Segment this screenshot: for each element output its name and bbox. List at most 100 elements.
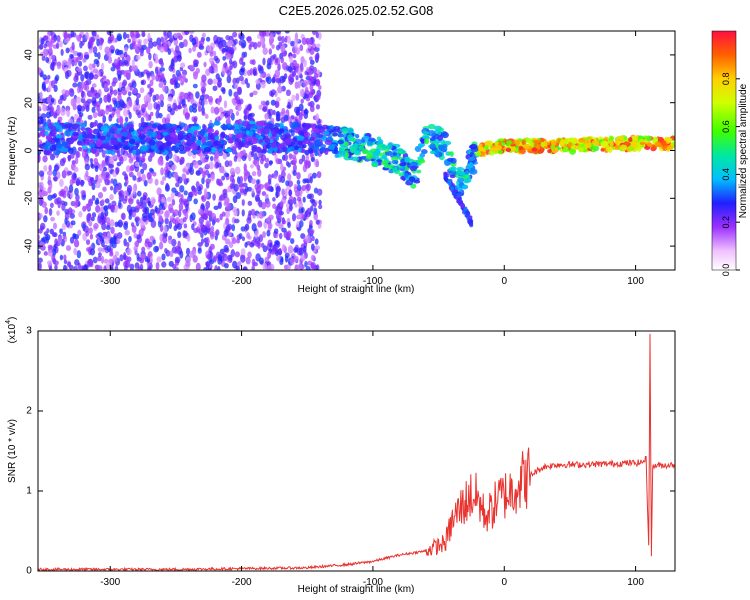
spectrogram-cell [314,158,320,168]
spectrogram-cell [203,267,208,270]
spectrogram-cell [238,233,243,240]
spectrogram-cell [350,137,356,142]
spectrogram-cell [381,159,390,164]
spectrogram-cell [155,66,159,75]
spectrogram-cell [164,210,170,219]
spectrogram-cell [92,111,98,119]
spectrogram-cell [313,207,318,215]
spectrogram-cell [133,232,138,239]
spectrogram-cell [237,118,243,125]
spectrogram-cell [540,141,545,148]
spectrogram-cell [309,219,313,226]
spectrogram-cell [69,178,74,186]
spectrogram-cell [278,232,283,240]
spectrogram-cell [140,71,145,77]
spectrogram-cell [260,242,265,248]
spectrogram-cell [295,109,300,117]
spectrogram-cell [509,146,517,152]
spectrogram-cell [133,65,139,72]
spectrogram-cell [391,159,399,165]
spectrogram-cell [268,160,274,165]
spectrogram-cell [109,185,114,191]
spectrogram-cell [236,86,242,94]
spectrogram-cell [57,236,63,244]
spectrogram-cell [134,262,140,269]
spectrogram-cell [261,191,267,197]
spectrogram-cell [450,166,457,172]
snr-y-multiplier-base: (x10 [7,323,18,343]
spectrogram-cell [243,188,248,195]
spectrogram-cell [245,256,251,265]
spectrogram-cell [105,225,111,230]
spectrogram-cell [164,247,168,254]
spectrogram-cell [54,76,58,84]
spectrogram-cell [109,85,113,93]
spectrogram-cell [201,111,206,116]
spectrogram-cell [297,130,304,136]
spectrogram-cell [135,267,139,270]
spectrogram-cell [234,82,239,90]
spectrogram-cell [272,54,277,60]
figure-title: C2E5.2026.025.02.52.G08 [279,3,434,18]
spectrogram-cell [44,130,49,137]
spectrogram-cell [143,69,149,74]
spectrogram-cell [227,254,233,261]
spectrogram-cell [56,143,63,149]
snr-series-line [38,333,675,571]
spectrogram-cell [159,67,165,72]
spectrogram-cell [254,183,260,191]
spectrogram-cell [177,231,182,239]
spectrogram-x-tick-label: -100 [363,276,383,287]
spectrogram-cell [314,152,320,156]
spectrogram-cell [203,146,212,153]
spectrogram-cell [250,178,257,185]
spectrogram-cell [38,228,43,234]
spectrogram-cell [167,170,173,179]
spectrogram-cell [250,151,254,158]
spectrogram-cell [437,135,444,141]
spectrogram-cell [116,124,122,129]
spectrogram-cell [232,260,238,269]
spectrogram-cell [428,130,436,137]
spectrogram-cell [265,144,272,149]
spectrogram-cell [171,199,176,206]
spectrogram-cell [140,253,146,259]
spectrogram-cell [251,265,256,270]
spectrogram-cell [91,212,97,218]
spectrogram-cell [251,188,255,194]
spectrogram-cell [178,130,184,136]
spectrogram-cell [427,123,436,130]
spectrogram-cell [343,141,350,146]
spectrogram-cell [158,214,163,223]
spectrogram-cell [291,94,296,102]
spectrogram-cell [309,46,315,55]
spectrogram-cell [559,139,566,146]
spectrogram-cell [267,174,272,182]
spectrogram-cell [259,73,264,78]
spectrogram-cell [126,241,130,248]
spectrogram-cell [315,94,321,101]
spectrogram-cell [124,47,129,52]
spectrogram-cell [289,203,293,212]
spectrogram-cell [60,147,69,153]
spectrogram-cell [297,262,303,270]
spectrogram-cell [309,65,315,71]
spectrogram-cell [113,89,118,96]
spectrogram-cell [292,163,297,172]
spectrogram-cell [97,191,104,199]
spectrogram-cell [59,178,64,187]
spectrogram-cell [235,238,240,244]
spectrogram-cell [281,188,285,197]
spectrogram-cell [209,174,215,182]
spectrogram-cell [147,102,153,111]
spectrogram-cell [169,132,176,138]
spectrogram-cell [270,141,278,149]
spectrogram-cell [206,44,212,52]
spectrogram-cell [128,157,134,164]
spectrogram-cell [38,262,42,270]
spectrogram-cell [88,220,93,227]
spectrogram-cell [206,140,213,148]
spectrogram-cell [69,53,74,59]
spectrogram-cell [448,151,454,156]
spectrogram-cell [417,159,426,164]
